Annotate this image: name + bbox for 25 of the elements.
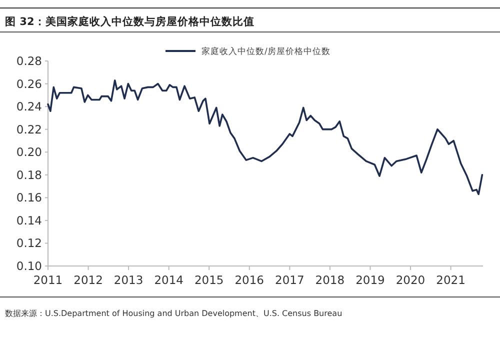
y-tick-label: 0.22: [16, 122, 42, 136]
x-tick-label: 2021: [436, 273, 466, 287]
legend-label: 家庭收入中位数/房屋价格中位数: [202, 46, 330, 57]
x-tick-label: 2012: [74, 273, 103, 287]
x-tick-label: 2014: [154, 273, 184, 287]
y-tick-label: 0.28: [16, 54, 42, 68]
x-tick-label: 2016: [234, 273, 264, 287]
x-tick-label: 2020: [396, 273, 426, 287]
line-series: [47, 79, 484, 196]
chart-title: 图 32：美国家庭收入中位数与房屋价格中位数比值: [5, 15, 254, 28]
y-tick-label: 0.24: [16, 100, 42, 114]
y-tick-label: 0.26: [16, 76, 42, 91]
y-tick-label: 0.10: [16, 259, 42, 274]
x-tick-label: 2017: [275, 273, 304, 287]
x-tick-label: 2015: [194, 273, 224, 287]
y-tick-label: 0.20: [16, 145, 42, 160]
source-note: 数据来源：U.S.Department of Housing and Urban Development、U.S. Census Bureau: [5, 309, 342, 318]
y-tick-label: 0.14: [16, 213, 42, 228]
y-tick-label: 0.12: [16, 236, 42, 250]
x-tick-label: 2013: [114, 273, 144, 287]
x-tick-label: 2011: [33, 273, 63, 287]
y-tick-label: 0.16: [16, 190, 42, 205]
x-tick-label: 2018: [315, 273, 345, 287]
x-tick-label: 2019: [356, 273, 385, 287]
y-tick-label: 0.18: [16, 168, 42, 182]
